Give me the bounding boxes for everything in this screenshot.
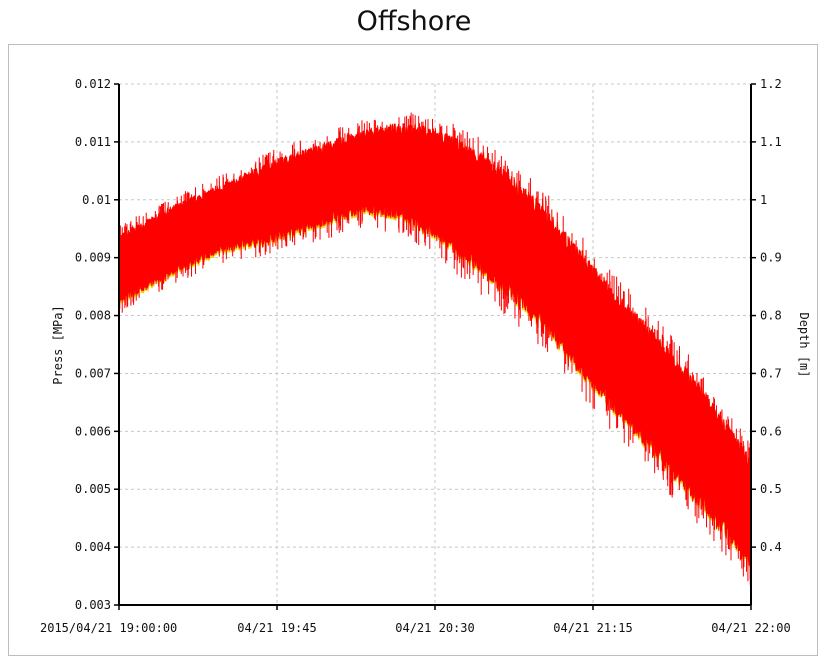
y-tick-label-right: 1 bbox=[760, 193, 767, 207]
y-tick-label-left: 0.012 bbox=[75, 77, 111, 91]
x-tick-label: 04/21 21:15 bbox=[553, 621, 632, 635]
x-tick-label: 04/21 20:30 bbox=[395, 621, 474, 635]
y-tick-label-left: 0.011 bbox=[75, 135, 111, 149]
y-tick-label-left: 0.004 bbox=[75, 540, 111, 554]
y-tick-label-left: 0.009 bbox=[75, 251, 111, 265]
x-tick-label: 04/21 22:00 bbox=[711, 621, 790, 635]
y-tick-label-right: 0.7 bbox=[760, 366, 782, 380]
y-tick-label-right: 0.5 bbox=[760, 482, 782, 496]
y-tick-label-right: 1.1 bbox=[760, 135, 782, 149]
y-tick-label-left: 0.006 bbox=[75, 424, 111, 438]
ticks: 0.003 0.004 0.005 0.006 0.007 0.008 0.009 0.01 0… bbox=[40, 77, 791, 635]
series-spikes bbox=[119, 112, 752, 586]
y-tick-label-right: 0.6 bbox=[760, 424, 782, 438]
y-tick-label-left: 0.01 bbox=[82, 193, 111, 207]
y-tick-label-right: 0.4 bbox=[760, 540, 782, 554]
y-tick-label-right: 1.2 bbox=[760, 77, 782, 91]
x-tick-label: 2015/04/21 19:00:00 bbox=[40, 621, 177, 635]
y-axis-label-left: Press [MPa] bbox=[51, 305, 65, 384]
chart-title: Offshore bbox=[356, 6, 472, 37]
y-tick-label-left: 0.005 bbox=[75, 482, 111, 496]
y-tick-label-right: 0.8 bbox=[760, 309, 782, 323]
y-tick-label-right: 0.9 bbox=[760, 251, 782, 265]
y-tick-label-left: 0.007 bbox=[75, 366, 111, 380]
y-tick-label-left: 0.003 bbox=[75, 598, 111, 612]
x-tick-label: 04/21 19:45 bbox=[237, 621, 316, 635]
y-axis-label-right: Depth [m] bbox=[797, 312, 811, 377]
y-tick-label-left: 0.008 bbox=[75, 309, 111, 323]
